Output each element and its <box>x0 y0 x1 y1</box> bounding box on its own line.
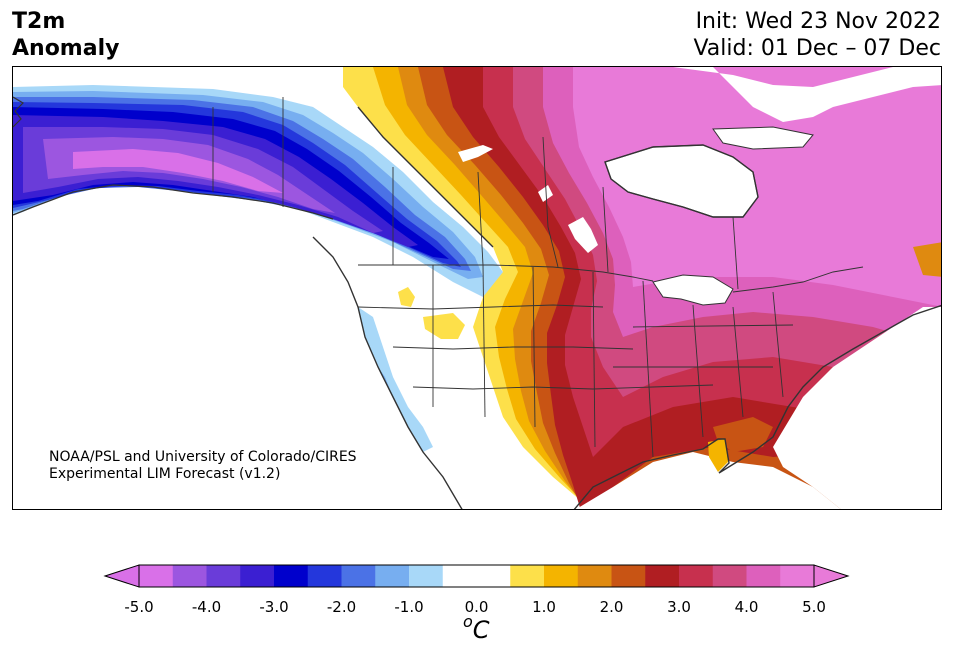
colorbar-tick-label: 5.0 <box>802 598 826 616</box>
colorbar-segment <box>139 565 174 587</box>
gulf-of-mexico <box>576 452 841 509</box>
colorbar-segment <box>544 565 579 587</box>
colorbar-tick-label: 2.0 <box>599 598 624 616</box>
coastal-cool-patch <box>358 307 433 452</box>
colorbar-tick-label: 4.0 <box>734 598 759 616</box>
colorbar-segment <box>375 565 410 587</box>
colorbar-segment <box>409 565 444 587</box>
credit-line-1: NOAA/PSL and University of Colorado/CIRE… <box>49 449 357 465</box>
anomaly-map <box>12 66 942 510</box>
lake-spot-1 <box>458 145 493 162</box>
colorbar-tick-label: 0.0 <box>464 598 489 616</box>
map-title: T2m Anomaly <box>12 8 119 62</box>
colorbar-tick-label: -4.0 <box>191 598 222 616</box>
colorbar-segment <box>341 565 376 587</box>
colorbar-under-arrow <box>103 564 140 588</box>
colorbar-segment <box>611 565 646 587</box>
colorbar-tick-label: -1.0 <box>394 598 424 616</box>
colorbar-segment <box>679 565 714 587</box>
map-canvas <box>13 67 941 509</box>
warm-spot-west <box>398 287 415 307</box>
colorbar-segment <box>274 565 309 587</box>
colorbar-tick-label: 1.0 <box>532 598 556 616</box>
valid-date: Valid: 01 Dec – 07 Dec <box>693 36 941 61</box>
great-lakes <box>652 274 734 306</box>
colorbar-tick-label: -2.0 <box>326 598 357 616</box>
lake-spot-3 <box>538 185 553 202</box>
boundaries <box>212 97 864 458</box>
title-line-2: Anomaly <box>12 36 120 61</box>
colorbar-segments <box>139 565 815 587</box>
arctic-water <box>673 67 941 122</box>
colorbar-segment <box>746 565 781 587</box>
colorbar-frame <box>138 564 815 588</box>
colorbar-segment <box>577 565 612 587</box>
colorbar-segment <box>510 565 545 587</box>
colorbar-segment <box>476 565 511 587</box>
colorbar-tick-label: 3.0 <box>667 598 691 616</box>
colorbar-segment <box>442 565 477 587</box>
coastlines <box>312 106 941 509</box>
colorbar-segment <box>307 565 342 587</box>
atlantic-ocean <box>773 307 941 509</box>
colorbar-segment <box>240 565 275 587</box>
forecast-dates: Init: Wed 23 Nov 2022 Valid: 01 Dec – 07… <box>693 8 941 62</box>
colorbar-segment <box>206 565 241 587</box>
colorbar-over-arrow <box>813 564 850 588</box>
arctic-channel <box>712 126 814 150</box>
unit-superscript: o <box>463 612 473 631</box>
title-line-1: T2m <box>12 9 66 34</box>
alaska-cold-region <box>13 85 503 297</box>
colorbar-segment <box>645 565 680 587</box>
credit-text: NOAA/PSL and University of Colorado/CIRE… <box>49 449 357 483</box>
colorbar-segment <box>780 565 815 587</box>
colorbar-segment <box>712 565 747 587</box>
lake-spot-2 <box>568 217 598 253</box>
colorbar-tick-label: -3.0 <box>259 598 289 616</box>
init-date: Init: Wed 23 Nov 2022 <box>695 9 941 34</box>
colorbar-segment <box>172 565 207 587</box>
colorbar-unit: oC <box>463 612 490 644</box>
pacific-ocean <box>13 191 462 509</box>
credit-line-2: Experimental LIM Forecast (v1.2) <box>49 466 281 482</box>
unit-base: C <box>472 616 490 644</box>
warm-spot-central <box>423 313 465 339</box>
colorbar-tick-label: -5.0 <box>124 598 154 616</box>
florida-peninsula <box>708 439 728 472</box>
florida-north <box>713 417 773 452</box>
colorbar <box>103 564 850 588</box>
